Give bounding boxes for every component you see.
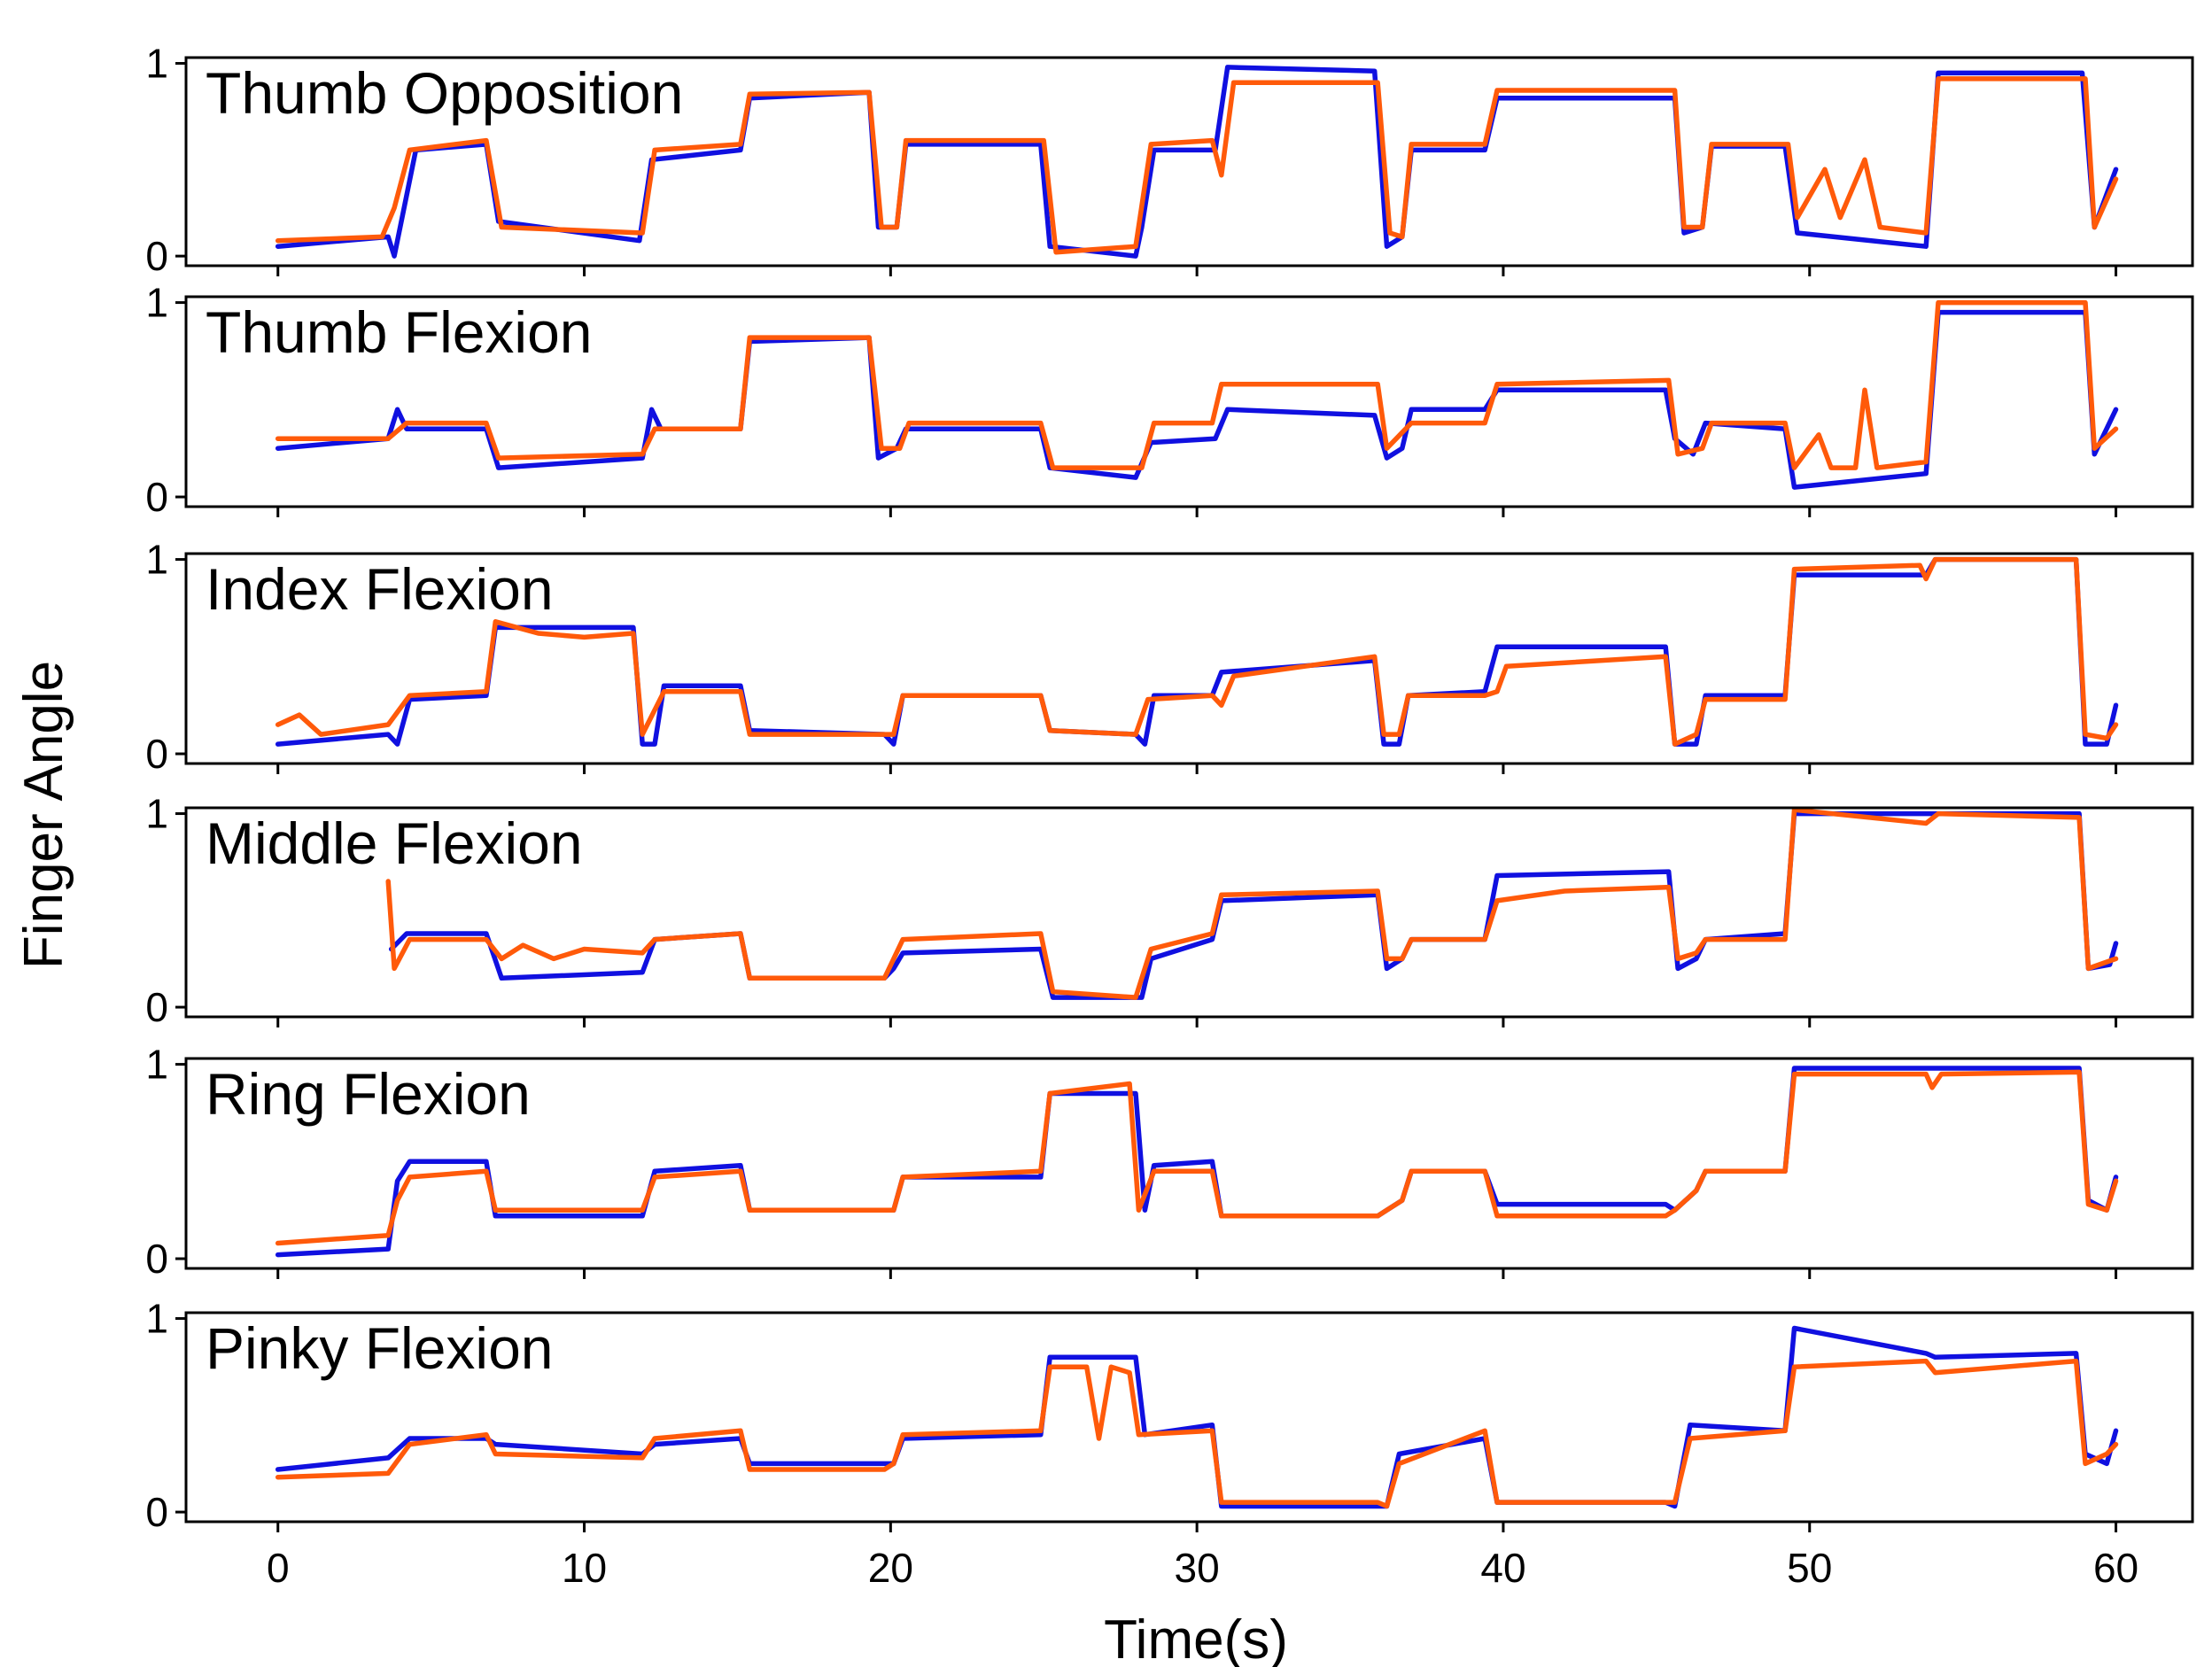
panel-6-series-1-line (275, 1325, 2119, 1509)
panel-2-series-2-line (275, 299, 2119, 470)
panel-1-frame (184, 56, 2194, 267)
panel-2-ytick-label-0: 0 (145, 474, 168, 520)
panel-4-ytick-label-1: 1 (145, 791, 168, 837)
panel-6-series-2-line (275, 1358, 2119, 1509)
panel-2-ytick-label-1: 1 (145, 280, 168, 326)
x-tick-label-60: 60 (2093, 1545, 2138, 1591)
panel-2-frame (184, 295, 2194, 508)
panel-4: 0 1 Middle Flexion (145, 791, 2194, 1030)
panel-4-series-2-line (385, 807, 2119, 1000)
y-axis-label: Finger Angle (13, 661, 74, 969)
x-tick-label-30: 30 (1175, 1545, 1220, 1591)
x-tick-label-40: 40 (1480, 1545, 1525, 1591)
panel-4-frame (184, 806, 2194, 1019)
panel-5-title: Ring Flexion (206, 1061, 531, 1127)
panel-3-series-2-line (275, 556, 2119, 747)
panel-3-ytick-label-0: 0 (145, 731, 168, 777)
panel-1-ytick-label-1: 1 (145, 41, 168, 87)
panel-3: 0 1 Index Flexion (145, 537, 2194, 777)
panel-4-ytick-label-0: 0 (145, 984, 168, 1030)
x-axis: 0 10 20 30 40 50 60 (267, 1545, 2138, 1591)
panel-6-frame (184, 1311, 2194, 1524)
panel-5-ytick-label-0: 0 (145, 1236, 168, 1282)
panel-6-title: Pinky Flexion (206, 1315, 554, 1381)
panel-3-ytick-label-1: 1 (145, 537, 168, 583)
panel-5-series-1-line (275, 1066, 2119, 1258)
panel-4-title: Middle Flexion (206, 810, 583, 876)
panel-5-frame (184, 1057, 2194, 1270)
panel-5: 0 1 Ring Flexion (145, 1042, 2194, 1282)
panel-6: 0 1 Pinky Flexion (145, 1296, 2194, 1535)
x-tick-label-0: 0 (267, 1545, 290, 1591)
panel-5-ytick-label-1: 1 (145, 1042, 168, 1088)
x-tick-label-50: 50 (1787, 1545, 1832, 1591)
panel-1-title: Thumb Opposition (206, 60, 683, 126)
panel-1: 0 1 Thumb Opposition (145, 41, 2194, 279)
panel-5-series-2-line (275, 1069, 2119, 1246)
panel-3-title: Index Flexion (206, 556, 554, 622)
panel-2: 0 1 Thumb Flexion (145, 280, 2194, 520)
x-tick-label-10: 10 (562, 1545, 607, 1591)
panel-2-title: Thumb Flexion (206, 299, 593, 365)
panel-1-series-2-line (275, 76, 2119, 255)
panel-1-ytick-label-0: 0 (145, 233, 168, 279)
panel-6-ytick-label-1: 1 (145, 1296, 168, 1342)
panel-3-series-1-line (275, 556, 2119, 747)
x-axis-label: Time(s) (1104, 1609, 1288, 1667)
panel-4-series-1-line (388, 810, 2119, 1000)
panel-3-frame (184, 552, 2194, 765)
x-tick-label-20: 20 (868, 1545, 913, 1591)
panel-6-ytick-label-0: 0 (145, 1489, 168, 1535)
